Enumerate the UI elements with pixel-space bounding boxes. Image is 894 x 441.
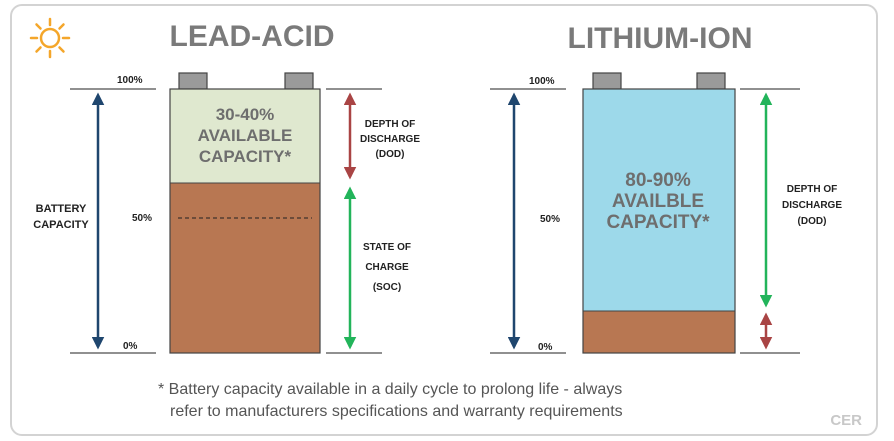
lead-acid-section: 100% 50% 0% BATTERY CAPACITY 30-40% AVAI…: [33, 72, 420, 354]
lead-reserved-region: [170, 183, 320, 353]
lithium-available-pct: 80-90%: [625, 170, 691, 191]
cer-watermark: CER: [830, 412, 862, 429]
lithium-available-word: AVAILBLE: [612, 191, 704, 212]
lithium-reserved-region: [583, 311, 735, 353]
lead-dod-label-3: (DOD): [376, 149, 405, 160]
lithium-dod-label-1: DEPTH OF: [787, 184, 838, 195]
lead-level-50: 50%: [132, 213, 152, 224]
battery-capacity-label-line1: BATTERY: [36, 203, 87, 215]
lithium-battery-outline: [582, 88, 736, 354]
battery-capacity-label-line2: CAPACITY: [33, 219, 89, 231]
lead-soc-label-1: STATE OF: [363, 242, 411, 253]
lead-soc-label-3: (SOC): [373, 282, 401, 293]
lithium-terminal-right: [696, 72, 726, 90]
lithium-terminal-left: [592, 72, 622, 90]
lead-dod-label-2: DISCHARGE: [360, 134, 420, 145]
lead-dod-label-1: DEPTH OF: [365, 119, 416, 130]
lead-capacity-word: CAPACITY*: [199, 147, 292, 166]
lithium-available-region: [583, 89, 735, 311]
lead-level-0: 0%: [123, 341, 138, 352]
sun-icon: [29, 17, 71, 59]
lead-terminal-left: [178, 72, 208, 90]
lithium-level-0: 0%: [538, 342, 553, 353]
lead-available-region: [170, 89, 320, 183]
lithium-ion-title: LITHIUM-ION: [568, 22, 753, 55]
lead-available-pct: 30-40%: [216, 105, 275, 124]
lead-soc-label-2: CHARGE: [365, 262, 409, 273]
lithium-dod-label-3: (DOD): [798, 216, 827, 227]
lithium-ion-section: 100% 50% 0% 80-90% AVAILBLE CAPACITY* DE…: [490, 72, 842, 354]
lead-acid-title: LEAD-ACID: [170, 20, 335, 53]
lead-available-word: AVAILABLE: [198, 126, 293, 145]
lead-battery-outline: [169, 88, 321, 354]
footnote-line-2: refer to manufacturers specifications an…: [170, 403, 623, 420]
lithium-capacity-word: CAPACITY*: [606, 212, 710, 233]
lead-level-100: 100%: [117, 75, 143, 86]
lithium-level-50: 50%: [540, 214, 560, 225]
lithium-dod-label-2: DISCHARGE: [782, 200, 842, 211]
lead-terminal-right: [284, 72, 314, 90]
lithium-level-100: 100%: [529, 76, 555, 87]
footnote-line-1: * Battery capacity available in a daily …: [158, 381, 622, 398]
